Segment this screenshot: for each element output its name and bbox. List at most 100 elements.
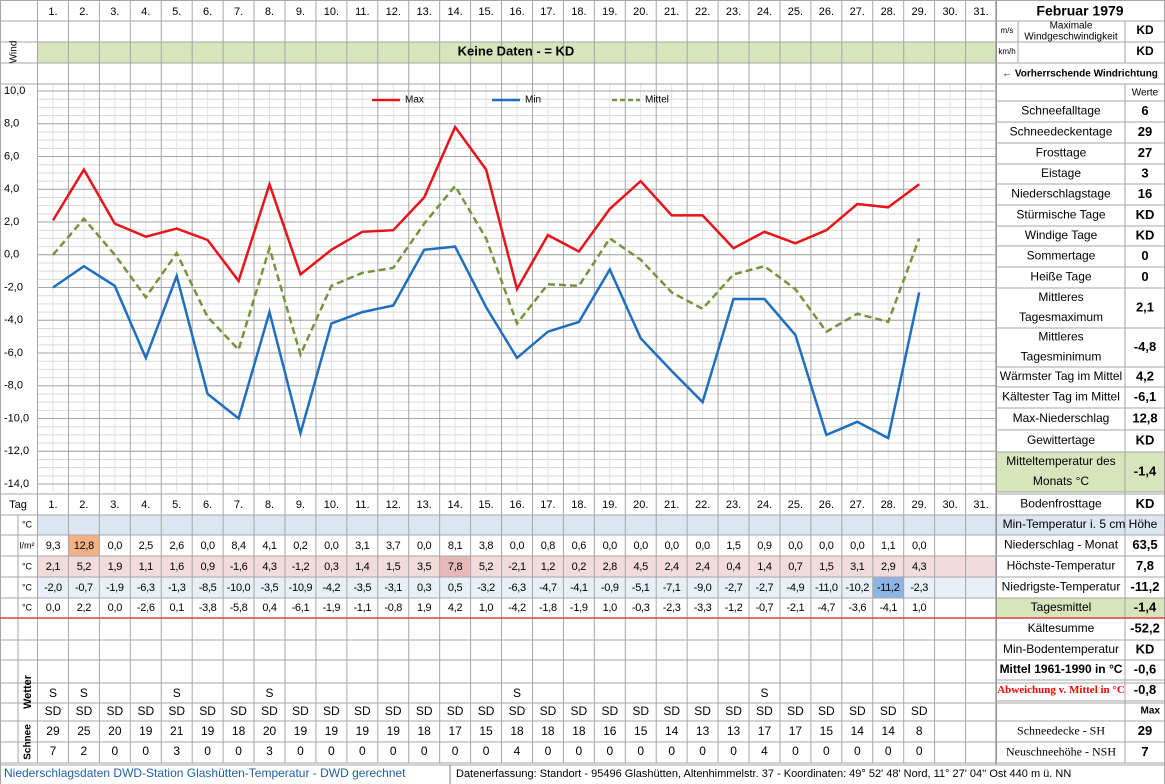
stat-label: Schneedeckentage (1010, 125, 1113, 139)
series-line (51, 124, 920, 293)
cell-text: 0 (823, 744, 830, 758)
cell-text: S (513, 686, 521, 700)
cell-text: -2,3 (663, 602, 681, 614)
cell-text: 0 (576, 744, 583, 758)
cell-text: 0,0 (603, 540, 618, 552)
stat-value: 3 (1141, 165, 1148, 180)
stat-label: Gewittertage (1027, 433, 1095, 447)
day-label: 11. (355, 499, 369, 511)
cell-text: -1,9 (570, 602, 588, 614)
cell-text: -3,3 (694, 602, 712, 614)
cell-text: -0,8 (384, 602, 402, 614)
stat-value: 0 (1141, 269, 1148, 284)
cell-text: SD (199, 704, 216, 718)
cell-text: 25 (77, 724, 91, 738)
cell-text: 1,1 (139, 561, 154, 573)
day-label: 25. (788, 499, 803, 511)
cell-text: S (266, 686, 274, 700)
cell-text: 0,3 (417, 582, 432, 594)
stat-value: KD (1136, 496, 1155, 511)
cell-text: 19 (294, 724, 308, 738)
stat-value: 12,8 (1132, 410, 1157, 425)
cell-text: 3,1 (850, 561, 865, 573)
stat-label: Max (1141, 706, 1161, 717)
cell-text: -3,1 (384, 582, 402, 594)
day-label: 14. (447, 6, 462, 18)
cell-text: 13 (696, 724, 710, 738)
cell-text: -2,0 (44, 582, 62, 594)
cell-text: 0 (359, 744, 366, 758)
day-label: 8. (265, 6, 274, 18)
cell-text: 21 (170, 724, 184, 738)
cell-text: 2,1 (46, 561, 61, 573)
cell-text: SD (694, 704, 711, 718)
cell-text: 0,4 (726, 561, 741, 573)
cell-text: -1,3 (168, 582, 186, 594)
day-label: 2. (79, 6, 88, 18)
cell-text: SD (571, 704, 588, 718)
stat-value: -1,4 (1134, 599, 1157, 614)
row-label: Tag (9, 499, 27, 511)
cell-text: 4 (761, 744, 768, 758)
day-label: 2. (79, 499, 88, 511)
stat-label: Heiße Tage (1030, 270, 1091, 284)
cell-text: 5,2 (77, 561, 92, 573)
day-label: 22. (695, 499, 710, 511)
row-label: Schnee (23, 724, 34, 760)
stat-label: Niedrigste-Temperatur (1002, 580, 1121, 594)
cell-text: -0,9 (601, 582, 619, 594)
cell-text: 16 (603, 724, 617, 738)
row-label: °C (22, 519, 33, 529)
cell-text: 1,2 (541, 561, 556, 573)
day-label: 28. (881, 6, 896, 18)
cell-text: 0,0 (788, 540, 803, 552)
stat-value: KD (1136, 432, 1155, 447)
cell-text: -3,5 (261, 582, 279, 594)
cell-text: SD (601, 704, 618, 718)
day-label: 31. (973, 6, 988, 18)
cell-text: -3,5 (353, 582, 371, 594)
cell-text: 12,8 (74, 540, 94, 552)
cell-text: 0,0 (200, 540, 215, 552)
cell-text: -2,6 (137, 602, 155, 614)
wind-label: Wind (9, 41, 20, 64)
y-tick-label: 6,0 (4, 150, 19, 162)
cell-text: 0,5 (448, 582, 463, 594)
stat-label: Bodenfrosttage (1020, 497, 1102, 511)
cell-text: 8 (916, 724, 923, 738)
cell-text: S (173, 686, 181, 700)
cell-text: 0 (452, 744, 459, 758)
y-tick-label: -12,0 (4, 445, 29, 457)
cell-text: 2,4 (695, 561, 710, 573)
cell-text: -5,1 (632, 582, 650, 594)
cell-text: -0,7 (756, 602, 774, 614)
cell-text: 1,5 (386, 561, 401, 573)
cell-text: SD (663, 704, 680, 718)
cell-text: 2,6 (170, 540, 185, 552)
day-label: 8. (265, 499, 274, 511)
y-tick-label: -4,0 (4, 314, 23, 326)
day-label: 11. (355, 6, 369, 18)
cell-text: 20 (263, 724, 277, 738)
cell-text: Windgeschwindigkeit (1024, 32, 1118, 43)
cell-text: -0,3 (632, 602, 650, 614)
stat-label: Abweichung v. Mittel in °C (997, 684, 1125, 696)
cell-text: SD (323, 704, 340, 718)
stat-label: Mittleres (1038, 290, 1083, 304)
cell-text: -1,6 (230, 561, 248, 573)
cell-text: 0 (111, 744, 118, 758)
cell-text: -2,7 (756, 582, 774, 594)
row-label: °C (22, 582, 33, 592)
cell-bg (439, 556, 471, 577)
cell-text: SD (911, 704, 928, 718)
cell-text: SD (292, 704, 309, 718)
stat-label: Min-Temperatur i. 5 cm Höhe (1003, 517, 1158, 531)
cell-text: 8,1 (448, 540, 463, 552)
cell-text: SD (632, 704, 649, 718)
stat-value: 29 (1138, 723, 1152, 738)
cell-text: 3 (266, 744, 273, 758)
stat-label: Frosttage (1036, 146, 1087, 160)
day-label: 25. (788, 6, 803, 18)
cell-text: 0,0 (46, 602, 61, 614)
cell-text: SD (849, 704, 866, 718)
